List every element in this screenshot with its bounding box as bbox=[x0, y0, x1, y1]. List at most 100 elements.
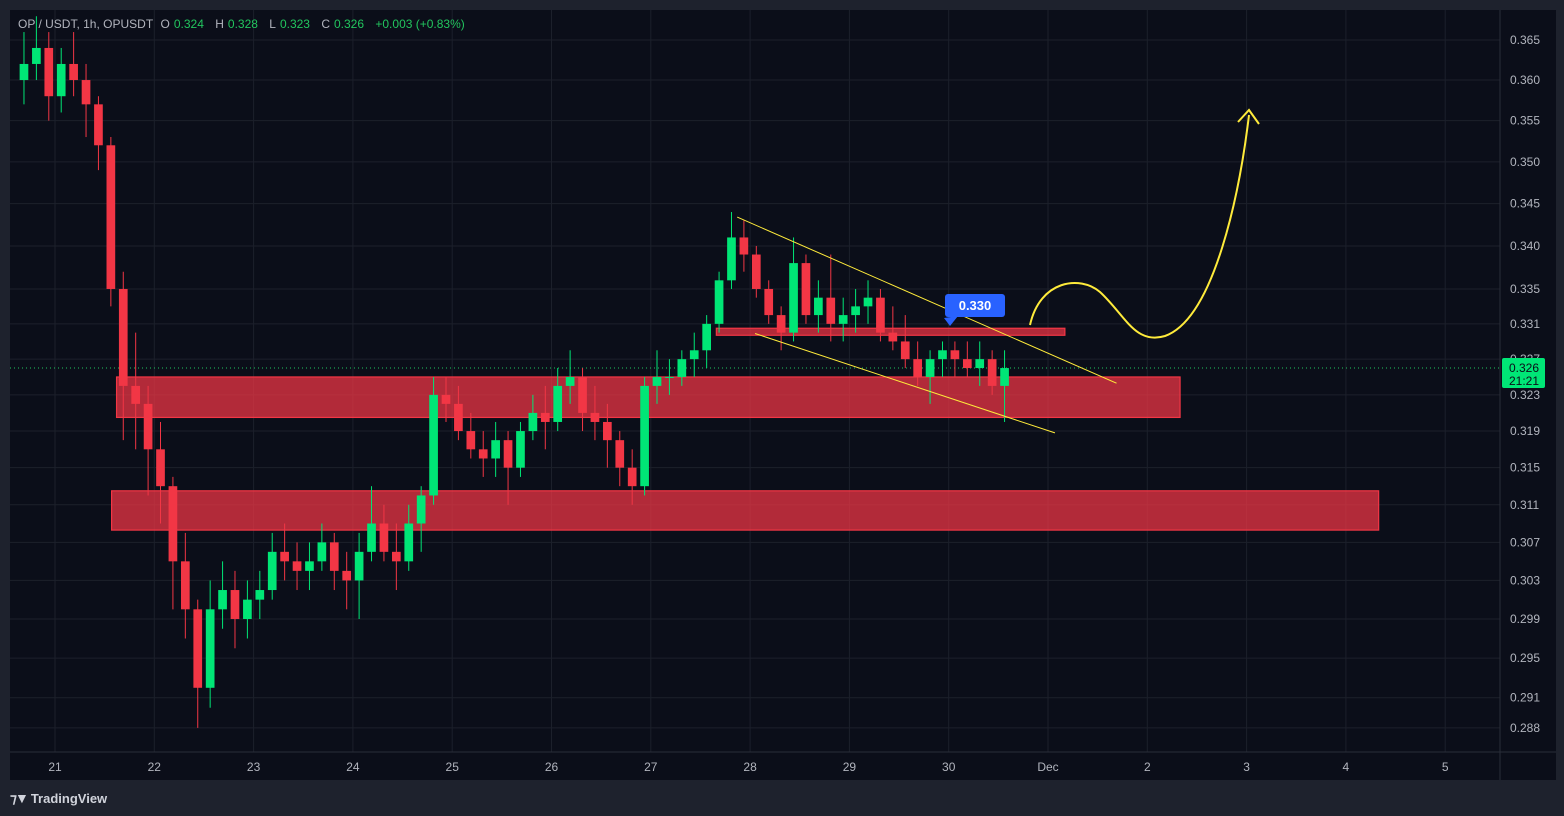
candle-body bbox=[962, 359, 972, 369]
x-tick-label: 27 bbox=[644, 760, 658, 774]
y-tick-label: 0.311 bbox=[1510, 498, 1539, 512]
candle bbox=[391, 523, 401, 591]
candle-body bbox=[851, 306, 860, 316]
candle bbox=[826, 254, 836, 342]
x-tick-label: 28 bbox=[743, 760, 757, 774]
close-label: C bbox=[321, 17, 330, 31]
x-tick-label: 30 bbox=[942, 760, 956, 774]
candle-body bbox=[441, 394, 451, 404]
candle bbox=[118, 271, 128, 441]
candle-body bbox=[466, 431, 476, 450]
candle bbox=[329, 532, 339, 591]
candle-body bbox=[938, 350, 947, 360]
candle bbox=[454, 385, 463, 441]
candle bbox=[292, 542, 302, 591]
x-tick-label: 29 bbox=[843, 760, 857, 774]
arrowhead-icon bbox=[1237, 108, 1260, 125]
candle bbox=[143, 385, 153, 496]
candle-body bbox=[801, 263, 811, 316]
candle bbox=[342, 551, 352, 610]
candle bbox=[913, 341, 923, 386]
y-tick-label: 0.288 bbox=[1510, 721, 1540, 735]
candle bbox=[131, 332, 141, 450]
candle bbox=[156, 421, 165, 524]
y-tick-label: 0.340 bbox=[1510, 239, 1540, 253]
candle bbox=[354, 532, 364, 620]
candle-body bbox=[516, 431, 525, 468]
candle-body bbox=[565, 376, 575, 386]
candle-body bbox=[640, 385, 649, 487]
callout-box bbox=[945, 294, 1005, 317]
low-value: 0.323 bbox=[279, 17, 310, 31]
candle bbox=[751, 245, 761, 298]
candle bbox=[888, 306, 898, 351]
x-tick-label: 24 bbox=[346, 760, 360, 774]
candle-body bbox=[615, 440, 625, 468]
candle bbox=[565, 350, 575, 404]
candle bbox=[702, 315, 712, 369]
candle bbox=[764, 280, 774, 324]
candle-body bbox=[987, 359, 997, 386]
candle-body bbox=[131, 385, 141, 404]
candle bbox=[478, 431, 488, 477]
x-tick-label: 22 bbox=[148, 760, 162, 774]
y-tick-label: 0.315 bbox=[1510, 461, 1540, 475]
candle bbox=[615, 431, 625, 487]
candle-body bbox=[81, 80, 91, 105]
candle bbox=[739, 220, 749, 272]
x-tick-label: 25 bbox=[446, 760, 460, 774]
callout-pointer bbox=[944, 316, 958, 326]
candle bbox=[367, 486, 376, 562]
brand-name: TradingView bbox=[30, 791, 108, 806]
symbol-legend: OP / USDT, 1h, OPUSDT O 0.324 H 0.328 L 0.3… bbox=[18, 17, 469, 31]
candle bbox=[1000, 350, 1009, 422]
candle-body bbox=[329, 542, 339, 571]
x-tick-label: 23 bbox=[247, 760, 261, 774]
candle bbox=[255, 570, 265, 620]
y-tick-label: 0.360 bbox=[1510, 73, 1540, 87]
candle-body bbox=[677, 359, 687, 377]
candle bbox=[32, 16, 41, 81]
candle bbox=[714, 271, 724, 333]
y-tick-label: 0.299 bbox=[1510, 612, 1540, 626]
candle-body bbox=[1000, 368, 1009, 386]
candle-countdown: 21:21 bbox=[1509, 374, 1539, 388]
price-callout: 0.330 bbox=[944, 294, 1005, 326]
candle bbox=[851, 288, 860, 333]
candle bbox=[44, 32, 54, 121]
candle bbox=[677, 350, 687, 386]
candle-body bbox=[168, 486, 178, 562]
candle bbox=[925, 350, 935, 404]
candle bbox=[94, 96, 103, 171]
candle-body bbox=[702, 323, 712, 351]
candle-body bbox=[416, 495, 426, 524]
candle-body bbox=[218, 590, 227, 610]
candle-body bbox=[540, 412, 550, 422]
candle-body bbox=[292, 561, 302, 571]
candle-body bbox=[528, 412, 538, 432]
candle-body bbox=[180, 561, 190, 610]
candle-body bbox=[478, 449, 488, 459]
candle bbox=[540, 385, 550, 450]
candle-body bbox=[44, 47, 54, 97]
y-tick-label: 0.355 bbox=[1510, 114, 1540, 128]
candle bbox=[528, 394, 538, 441]
candle-body bbox=[776, 315, 786, 333]
candle bbox=[801, 254, 811, 324]
x-tick-label: Dec bbox=[1037, 760, 1058, 774]
candle-body bbox=[627, 467, 637, 487]
current-price-value: 0.326 bbox=[1509, 361, 1539, 375]
candle-body bbox=[305, 561, 314, 571]
candle-body bbox=[876, 297, 885, 333]
tradingview-logo-icon: ⁊▼ bbox=[10, 790, 29, 806]
tradingview-logo[interactable]: ⁊▼ TradingView bbox=[10, 790, 107, 807]
change-value: +0.003 (+0.83%) bbox=[375, 17, 465, 31]
candle bbox=[627, 449, 637, 505]
candle-body bbox=[578, 376, 587, 413]
candle-body bbox=[193, 609, 203, 688]
y-tick-label: 0.331 bbox=[1510, 317, 1540, 331]
y-tick-label: 0.350 bbox=[1510, 155, 1540, 169]
candle bbox=[193, 599, 203, 728]
